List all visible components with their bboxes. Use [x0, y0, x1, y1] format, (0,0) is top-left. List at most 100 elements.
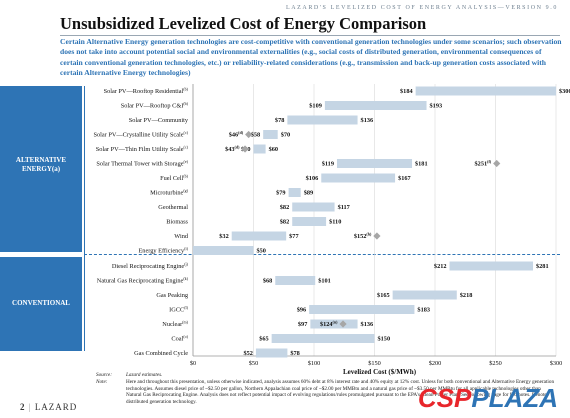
footer: 2 | LAZARD	[20, 402, 78, 412]
marker-value-label: $46(d)	[229, 130, 244, 139]
x-tick-label: $300	[550, 360, 563, 367]
high-value-label: $193	[430, 103, 443, 110]
row-label: Microturbine(g)	[150, 188, 189, 197]
category-rule	[84, 86, 85, 351]
range-bar	[324, 101, 427, 110]
range-bar	[336, 159, 413, 168]
range-bar	[253, 144, 266, 154]
brand-name: LAZARD	[34, 402, 78, 412]
low-value-label: $97	[298, 321, 307, 328]
range-bar	[271, 334, 375, 343]
range-bar	[275, 276, 316, 285]
x-tick-label: $0	[190, 360, 196, 367]
high-value-label: $136	[361, 117, 374, 124]
high-value-label: $101	[318, 278, 331, 285]
watermark-logo: CSPPLAZA	[418, 383, 558, 414]
low-value-label: $96	[297, 307, 306, 314]
high-value-label: $117	[338, 204, 350, 211]
range-bar	[309, 305, 415, 314]
general-note: Note: Here and throughout this presentat…	[96, 379, 556, 406]
low-value-label: $184	[400, 88, 413, 95]
x-tick-label: $150	[368, 360, 381, 367]
source-note: Source: Lazard estimates.	[96, 372, 556, 379]
x-tick-label: $200	[429, 360, 442, 367]
row-label: Natural Gas Reciprocating Engine(k)	[97, 276, 189, 285]
x-axis-label: Levelized Cost ($/MWh)	[343, 368, 417, 376]
high-value-label: $167	[398, 175, 411, 182]
low-value-label: $68	[263, 278, 272, 285]
high-value-label: $110	[329, 219, 341, 226]
range-bar	[415, 86, 556, 96]
x-tick-label: $250	[489, 360, 502, 367]
marker-diamond	[245, 130, 253, 139]
row-label: Energy Efficiency(i)	[138, 246, 188, 255]
marker-diamond	[241, 145, 249, 153]
page-number: 2	[20, 402, 26, 412]
low-value-label: $65	[259, 336, 268, 343]
category-conventional-label: CONVENTIONAL	[12, 299, 70, 307]
marker-value-label: $251(f)	[475, 159, 492, 168]
low-value-label: $165	[377, 292, 390, 299]
high-value-label: $50	[257, 248, 266, 255]
low-value-label: $52	[243, 350, 252, 357]
high-value-label: $181	[415, 161, 428, 168]
row-label: IGCC(l)	[169, 305, 188, 314]
high-value-label: $70	[281, 132, 290, 139]
row-label: Solar PV—Community	[129, 117, 189, 124]
source-key: Source:	[96, 372, 112, 378]
range-bar	[288, 188, 301, 197]
marker-diamond	[373, 232, 381, 240]
header-kicker: LAZARD'S LEVELIZED COST OF ENERGY ANALYS…	[285, 5, 558, 11]
low-value-label: $106	[306, 175, 319, 182]
note-text: Here and throughout this presentation, u…	[126, 378, 555, 406]
high-value-label: $183	[417, 307, 430, 314]
note-key: Note:	[96, 378, 108, 385]
low-value-label: $78	[275, 117, 284, 124]
low-value-label: $32	[219, 233, 228, 240]
row-label: Solar PV—Rooftop Residential(b)	[104, 87, 189, 96]
range-bar	[449, 261, 534, 271]
high-value-label: $60	[269, 146, 278, 153]
category-alternative-label: ALTERNATIVE ENERGY(a)	[15, 156, 67, 173]
range-bar	[392, 290, 457, 300]
high-value-label: $281	[536, 263, 549, 270]
watermark-part2: PLAZA	[471, 383, 558, 413]
category-separator	[84, 254, 560, 255]
row-label: Solar Thermal Tower with Storage(e)	[96, 159, 188, 168]
marker-value-label: $124(n)	[320, 320, 338, 329]
row-label: Coal(o)	[171, 334, 188, 343]
high-value-label: $150	[378, 336, 391, 343]
high-value-label: $77	[289, 233, 298, 240]
low-value-label: $79	[276, 190, 285, 197]
footnotes: Source: Lazard estimates. Note: Here and…	[96, 372, 556, 406]
page-subtitle: Certain Alternative Energy generation te…	[60, 37, 562, 78]
low-value-label: $82	[280, 219, 289, 226]
row-label: Wind	[174, 233, 189, 240]
page-title: Unsubsidized Levelized Cost of Energy Co…	[60, 14, 427, 33]
low-value-label: $82	[280, 204, 289, 211]
source-text: Lazard estimates.	[126, 372, 163, 378]
range-bar	[231, 231, 287, 241]
row-label: Solar PV—Crystalline Utility Scale(c)	[93, 130, 188, 139]
range-bar	[255, 348, 288, 358]
range-bar	[263, 130, 278, 139]
marker-diamond	[493, 159, 501, 168]
high-value-label: $136	[361, 321, 374, 328]
watermark-part1: CSP	[417, 383, 472, 413]
row-label: Gas Peaking	[156, 292, 189, 299]
low-value-label: $58	[251, 132, 260, 139]
high-value-label: $89	[304, 190, 313, 197]
range-bar	[321, 173, 396, 183]
title-divider	[60, 35, 560, 36]
range-bar	[310, 319, 358, 329]
row-label: Nuclear(m)	[162, 320, 188, 329]
x-tick-label: $50	[249, 360, 258, 367]
high-value-label: $300	[559, 88, 570, 95]
x-tick-label: $100	[308, 360, 321, 367]
row-label: Solar PV—Rooftop C&I(b)	[121, 101, 189, 110]
low-value-label: $109	[309, 103, 322, 110]
high-value-label: $78	[290, 350, 299, 357]
range-bar	[193, 246, 254, 255]
low-value-label: $119	[322, 161, 334, 168]
